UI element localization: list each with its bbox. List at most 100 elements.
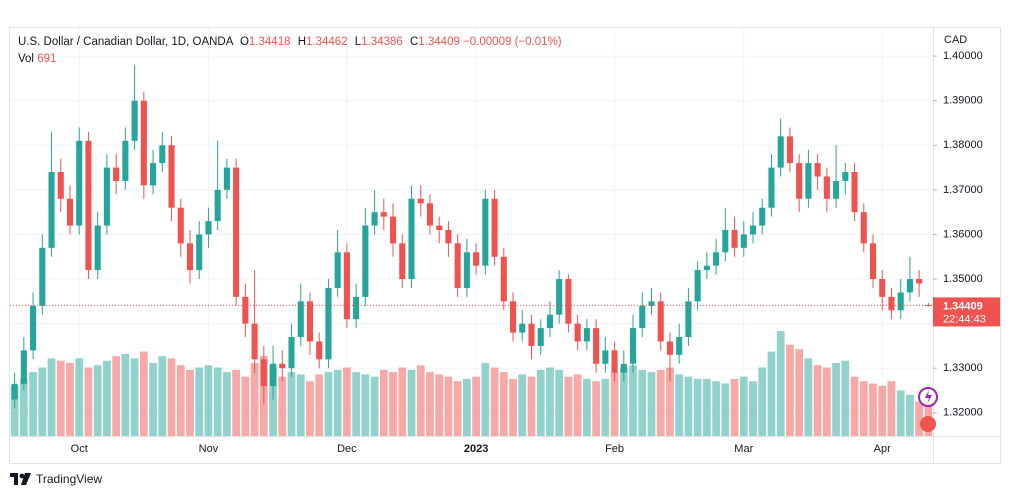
symbol-title: U.S. Dollar / Canadian Dollar, 1D, OANDA <box>18 36 233 48</box>
volume-bar <box>112 356 121 436</box>
volume-bar <box>361 374 370 436</box>
volume-bar <box>103 360 111 436</box>
volume-bar <box>527 376 536 436</box>
volume-bar <box>822 367 831 436</box>
candle-body <box>685 301 692 338</box>
candle-body <box>777 136 784 168</box>
volume-bar <box>656 369 665 436</box>
candle-body <box>556 279 563 315</box>
volume-bar <box>186 369 194 436</box>
brand-logo <box>10 473 31 485</box>
volume-bar <box>795 349 804 436</box>
volume-bar <box>453 381 462 436</box>
candle-body <box>140 100 147 186</box>
axes: 1.320001.330001.340001.350001.360001.370… <box>10 50 1000 455</box>
candle-body <box>399 243 406 280</box>
volume-bar <box>370 376 379 436</box>
volume-bar <box>333 369 342 436</box>
candle-body <box>657 301 664 342</box>
candle-body <box>11 383 18 400</box>
ohlc-key: L <box>354 36 362 48</box>
footer[interactable]: TradingView <box>10 472 102 486</box>
volume-bar <box>84 367 93 436</box>
candle-body <box>94 225 101 271</box>
volume-bar <box>241 376 250 436</box>
volume-bar <box>555 369 564 436</box>
candle-body <box>491 198 498 257</box>
candle-body <box>20 350 27 384</box>
volume-bar <box>324 372 333 436</box>
candle-body <box>528 323 535 346</box>
volume-bar <box>407 369 416 436</box>
candle-body <box>445 229 452 244</box>
x-tick-label: Mar <box>734 443 753 455</box>
candle-body <box>703 265 710 271</box>
volume-bar <box>130 358 139 436</box>
candle-body <box>897 292 904 311</box>
volume-pane <box>10 331 933 436</box>
volume-bar <box>906 394 914 436</box>
candle-body <box>851 172 858 213</box>
candle-body <box>205 221 212 235</box>
volume-bar <box>518 374 527 436</box>
volume-bar <box>749 381 757 436</box>
chart-frame <box>9 27 1001 464</box>
volume-bar <box>573 374 582 436</box>
candle-body <box>297 301 304 338</box>
volume-bar <box>93 365 102 436</box>
candle-body <box>648 301 655 306</box>
volume-bar <box>306 381 314 436</box>
volume-bar <box>499 372 508 436</box>
volume-bar <box>352 372 361 436</box>
volume-bar <box>739 376 748 436</box>
candle-body <box>574 323 581 342</box>
candle-body <box>177 207 184 244</box>
legend-ohlc: U.S. Dollar / Canadian Dollar, 1D, OANDA… <box>18 34 562 51</box>
candle-body <box>353 296 360 320</box>
volume-bar <box>481 362 490 436</box>
volume-bar <box>878 385 887 436</box>
volume-bar <box>223 372 231 436</box>
volume-bar <box>915 401 924 436</box>
ohlc-value: 1.34418 <box>248 36 291 48</box>
flag-icon[interactable] <box>920 416 936 432</box>
legend-volume: Vol 691 <box>18 51 562 68</box>
candle-body <box>740 234 747 248</box>
candle-body <box>906 279 913 293</box>
volume-bar <box>149 362 157 436</box>
ohlc-value: 1.34409 <box>418 36 460 48</box>
volume-bar <box>887 381 896 436</box>
volume-bar <box>213 367 222 436</box>
volume-bar <box>204 365 213 436</box>
candle-body <box>103 167 110 226</box>
candle-body <box>823 176 830 199</box>
candle-body <box>713 252 720 266</box>
candle-body <box>768 167 775 208</box>
x-tick-label: 2023 <box>464 443 488 455</box>
volume-bar <box>509 378 517 436</box>
volume-bar <box>435 374 444 436</box>
candle-body <box>454 243 461 288</box>
volume-bar <box>536 369 545 436</box>
candle-body <box>519 323 526 333</box>
volume-bar <box>758 367 767 436</box>
candle-body <box>223 167 230 190</box>
candle-body <box>343 252 350 320</box>
volume-bar <box>813 365 822 436</box>
candle-body <box>159 145 166 164</box>
volume-bar <box>675 374 684 436</box>
volume-bar <box>472 376 480 436</box>
candle-body <box>620 363 627 373</box>
y-tick-label: 1.39000 <box>943 95 983 107</box>
volume-bar <box>167 358 176 436</box>
candle-body <box>482 198 489 266</box>
candle-body <box>334 252 341 288</box>
candle-body <box>196 234 203 271</box>
volume-bar <box>730 378 739 436</box>
ohlc-key: O <box>239 36 249 48</box>
candle-body <box>786 136 793 164</box>
volume-bar <box>666 367 674 436</box>
volume-bar <box>619 367 628 436</box>
volume-bar <box>684 376 693 436</box>
volume-bar <box>66 362 74 436</box>
